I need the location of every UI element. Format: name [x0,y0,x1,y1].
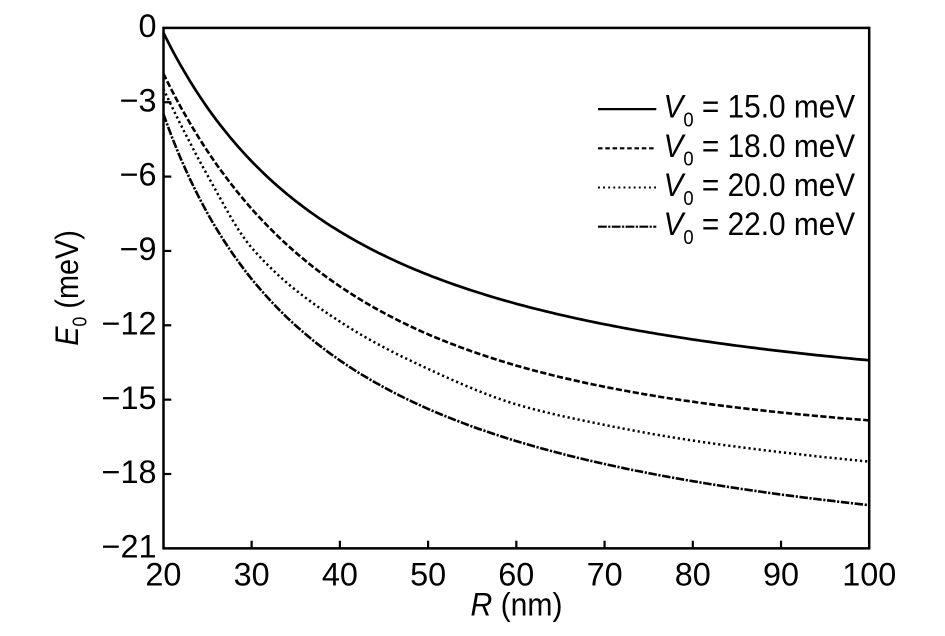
svg-text:70: 70 [587,556,623,592]
svg-text:V0 = 20.0 meV: V0 = 20.0 meV [664,167,856,210]
svg-text:R (nm): R (nm) [470,587,562,623]
svg-text:−12: −12 [102,305,157,341]
svg-text:20: 20 [145,556,181,592]
svg-text:80: 80 [675,556,711,592]
svg-text:−6: −6 [120,157,157,193]
svg-text:40: 40 [322,556,358,592]
svg-text:90: 90 [763,556,799,592]
svg-text:−21: −21 [102,528,157,564]
svg-text:60: 60 [498,556,534,592]
svg-text:V0 = 22.0 meV: V0 = 22.0 meV [664,206,856,249]
svg-text:−9: −9 [120,231,157,267]
svg-text:−3: −3 [120,82,157,118]
svg-text:V0 = 18.0 meV: V0 = 18.0 meV [664,128,856,171]
svg-text:50: 50 [410,556,446,592]
svg-text:30: 30 [234,556,270,592]
svg-text:V0 = 15.0 meV: V0 = 15.0 meV [664,88,856,131]
svg-text:−15: −15 [102,380,157,416]
svg-text:100: 100 [842,556,896,592]
svg-text:0: 0 [138,8,156,44]
svg-text:−18: −18 [102,454,157,490]
svg-text:E0 (meV): E0 (meV) [49,230,92,346]
